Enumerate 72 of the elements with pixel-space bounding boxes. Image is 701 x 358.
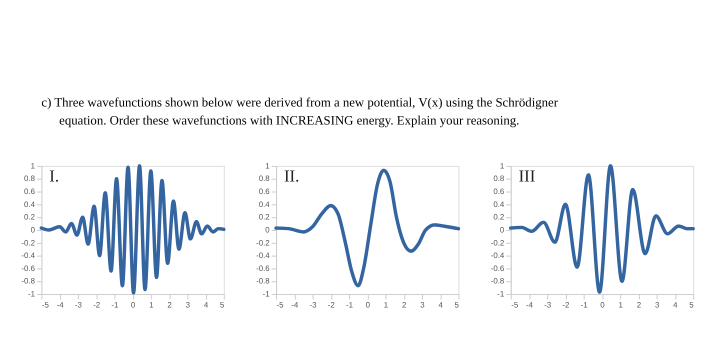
y-tick-label: -0.2 bbox=[21, 238, 35, 248]
y-tick-label: 0.2 bbox=[493, 212, 504, 222]
x-tick-label: 4 bbox=[673, 300, 678, 310]
y-tick-label: 0.4 bbox=[493, 200, 505, 209]
y-tick-label: 0 bbox=[265, 225, 270, 234]
x-tick-label: 5 bbox=[220, 300, 225, 310]
x-tick-label: 4 bbox=[438, 300, 444, 310]
y-tick-label: 0.8 bbox=[24, 174, 36, 184]
y-tick-label: 1 bbox=[500, 161, 504, 170]
line-series bbox=[274, 168, 460, 288]
y-tick-label: 1 bbox=[265, 161, 270, 170]
x-tick-label: -4 bbox=[526, 300, 534, 310]
y-tick-label: 0.6 bbox=[258, 186, 270, 196]
x-tick-label: -2 bbox=[93, 300, 100, 310]
x-tick-label: 0 bbox=[366, 300, 371, 310]
x-tick-label: 5 bbox=[454, 300, 460, 310]
y-tick-label: -0.2 bbox=[256, 238, 270, 248]
y-tick-label: -0.6 bbox=[21, 264, 36, 273]
x-tick-label: -5 bbox=[42, 300, 50, 310]
x-tick-label: -1 bbox=[346, 300, 354, 310]
y-tick-label: 0.4 bbox=[258, 200, 270, 209]
x-tick-label: 4 bbox=[204, 300, 209, 310]
y-tick-label: 0.4 bbox=[24, 200, 36, 209]
x-tick-label: 0 bbox=[130, 300, 136, 310]
y-tick-label: 0.2 bbox=[258, 212, 270, 222]
y-tick-label: 0 bbox=[30, 225, 36, 234]
y-tick-label: -1 bbox=[28, 290, 35, 299]
y-tick-label: -1 bbox=[262, 290, 270, 299]
x-tick-label: 3 bbox=[654, 300, 660, 310]
y-tick-label: 1 bbox=[30, 161, 35, 170]
x-tick-label: 0 bbox=[600, 300, 606, 310]
y-tick-label: -0.8 bbox=[256, 276, 270, 286]
y-tick-label: -0.6 bbox=[490, 264, 505, 273]
x-tick-label: 1 bbox=[618, 300, 623, 310]
y-tick-label: 0.6 bbox=[24, 186, 36, 196]
y-tick-label: -1 bbox=[497, 290, 504, 299]
y-tick-label: -0.4 bbox=[490, 251, 505, 260]
x-tick-label: 5 bbox=[689, 300, 694, 310]
y-tick-label: 0 bbox=[500, 225, 505, 234]
x-tick-label: -2 bbox=[328, 300, 335, 310]
x-tick-label: -5 bbox=[511, 300, 519, 310]
x-tick-label: 3 bbox=[420, 300, 426, 310]
y-tick-label: 0.8 bbox=[258, 174, 270, 184]
x-tick-label: -3 bbox=[74, 300, 82, 310]
x-tick-label: -3 bbox=[310, 300, 318, 310]
y-tick-label: -0.2 bbox=[490, 238, 504, 248]
y-tick-label: 0.8 bbox=[493, 174, 505, 184]
chart-title: III bbox=[518, 166, 536, 186]
y-tick-label: -0.8 bbox=[490, 276, 505, 286]
y-tick-label: 0.6 bbox=[493, 186, 505, 196]
y-tick-label: -0.8 bbox=[21, 276, 36, 286]
y-tick-label: 0.2 bbox=[24, 212, 35, 222]
x-tick-label: 1 bbox=[149, 300, 154, 310]
x-tick-label: -1 bbox=[111, 300, 118, 310]
text: c) Three wavefunctions shown below were derived from a new potential, V(x) using the Schrödigner bbox=[41, 96, 559, 110]
y-tick-label: -0.4 bbox=[256, 251, 270, 260]
x-tick-label: 2 bbox=[636, 300, 642, 310]
y-tick-label: -0.4 bbox=[21, 251, 36, 260]
x-tick-label: -4 bbox=[291, 300, 299, 310]
x-tick-label: 2 bbox=[167, 300, 172, 310]
x-tick-label: 3 bbox=[186, 300, 191, 310]
x-tick-label: -5 bbox=[276, 300, 284, 310]
x-tick-label: 2 bbox=[402, 300, 406, 310]
x-tick-label: -4 bbox=[56, 300, 64, 310]
x-tick-label: -3 bbox=[544, 300, 552, 310]
x-tick-label: -2 bbox=[562, 300, 570, 310]
x-tick-label: -1 bbox=[580, 300, 588, 310]
chart-title: I. bbox=[49, 166, 60, 186]
chart-title: II. bbox=[284, 166, 300, 186]
text: equation. Order these wavefunctions with INCREASING energy. Explain your reasoning. bbox=[59, 113, 520, 128]
y-tick-label: -0.6 bbox=[256, 264, 270, 273]
x-tick-label: 1 bbox=[384, 300, 388, 310]
